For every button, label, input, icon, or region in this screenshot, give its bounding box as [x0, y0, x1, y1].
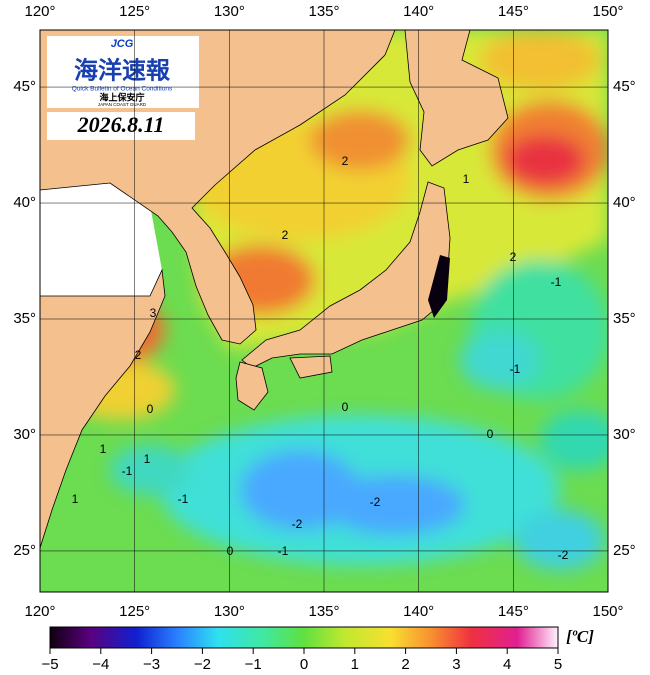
- contour-label: -1: [178, 492, 189, 506]
- colorbar-tick-label: −4: [92, 656, 109, 673]
- cold-spot: [428, 255, 450, 318]
- contour-label: 1: [72, 492, 79, 506]
- x-tick-label: 125°: [119, 3, 150, 20]
- y-tick-label: 45°: [13, 78, 36, 95]
- contour-label: 0: [147, 402, 154, 416]
- contour-label: 2: [510, 250, 517, 264]
- x-tick-label: 145°: [498, 3, 529, 20]
- x-tick-label: 150°: [592, 603, 623, 620]
- logo-box: [47, 36, 199, 108]
- x-tick-label: 140°: [403, 3, 434, 20]
- y-tick-label: 40°: [13, 194, 36, 211]
- colorbar: [49, 626, 559, 649]
- y-tick-label: 25°: [613, 542, 636, 559]
- colorbar-tick-label: 5: [554, 656, 562, 673]
- x-tick-label: 145°: [498, 603, 529, 620]
- logo-agency-en: JAPAN COAST GUARD: [98, 102, 147, 107]
- contour-label: -2: [292, 517, 303, 531]
- contour-label: 0: [227, 544, 234, 558]
- x-tick-label: 120°: [24, 3, 55, 20]
- x-tick-label: 120°: [24, 603, 55, 620]
- colorbar-unit: [ºC]: [566, 627, 594, 646]
- y-tick-label: 30°: [613, 426, 636, 443]
- date-box: [47, 112, 195, 140]
- logo-title: 海洋速報: [74, 56, 171, 84]
- colorbar-tick-label: −3: [143, 656, 160, 673]
- colorbar-tick-label: −2: [194, 656, 211, 673]
- contour-label: 2: [135, 348, 142, 362]
- logo-subtitle: Quick Bulletin of Ocean Conditions: [72, 86, 173, 93]
- contour-label: 1: [100, 442, 107, 456]
- contour-label: 1: [463, 172, 470, 186]
- colorbar-tick-label: 1: [351, 656, 359, 673]
- land: [40, 30, 509, 549]
- date: 2026.8.11: [77, 112, 165, 137]
- contour-label: -1: [551, 275, 562, 289]
- colorbar-tick-label: 2: [401, 656, 409, 673]
- colorbar-tick-label: 0: [300, 656, 308, 673]
- contour-label: -1: [122, 464, 133, 478]
- contour-label: 0: [342, 400, 349, 414]
- x-tick-label: 140°: [403, 603, 434, 620]
- x-tick-label: 135°: [308, 603, 339, 620]
- y-tick-label: 40°: [613, 194, 636, 211]
- logo-badge: JCG: [111, 38, 134, 50]
- y-tick-label: 35°: [13, 310, 36, 327]
- colorbar-tick-label: 4: [503, 656, 511, 673]
- contour-label: 1: [144, 452, 151, 466]
- y-tick-label: 25°: [13, 542, 36, 559]
- contour-label: -2: [558, 548, 569, 562]
- colorbar-tick-label: −5: [41, 656, 58, 673]
- x-tick-label: 130°: [214, 3, 245, 20]
- y-tick-label: 45°: [613, 78, 636, 95]
- contour-label: 3: [150, 306, 157, 320]
- contour-label: 2: [282, 228, 289, 242]
- contour-label: 2: [342, 154, 349, 168]
- x-tick-label: 125°: [119, 603, 150, 620]
- x-tick-label: 150°: [592, 3, 623, 20]
- y-tick-label: 35°: [613, 310, 636, 327]
- y-tick-label: 30°: [13, 426, 36, 443]
- contour-label: -2: [370, 495, 381, 509]
- x-tick-label: 130°: [214, 603, 245, 620]
- colorbar-tick-label: −1: [245, 656, 262, 673]
- contour-label: -1: [510, 362, 521, 376]
- x-tick-label: 135°: [308, 3, 339, 20]
- logo-agency: 海上保安庁: [99, 91, 144, 102]
- colorbar-tick-label: 3: [452, 656, 460, 673]
- logo: JCG 海洋速報 Quick Bulletin of Ocean Conditi…: [47, 36, 199, 108]
- contour-label: 0: [487, 427, 494, 441]
- contour-label: -1: [278, 544, 289, 558]
- no-data: [40, 183, 162, 296]
